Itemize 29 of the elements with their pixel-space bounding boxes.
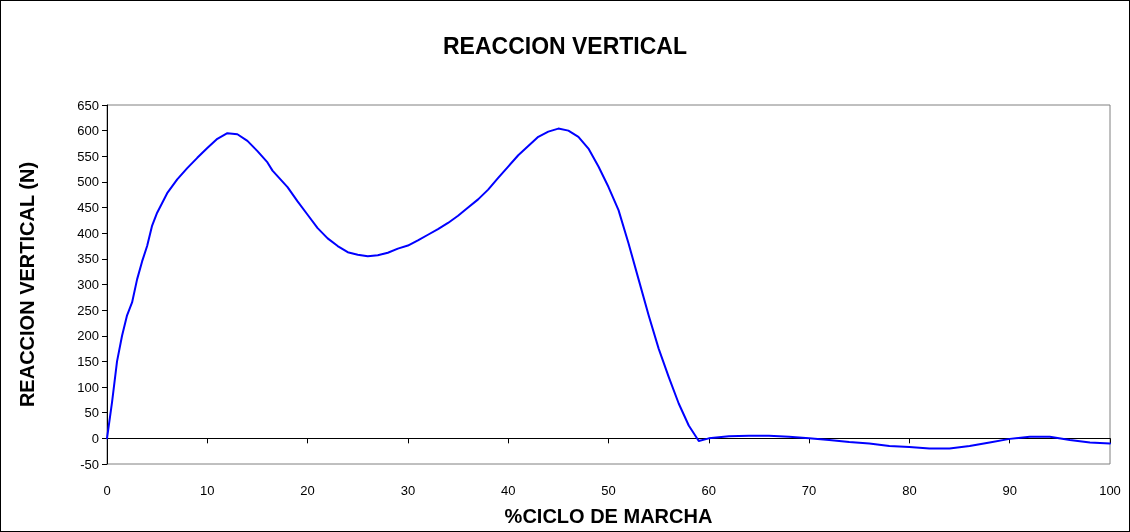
y-tick-label: 200 (77, 328, 99, 344)
y-tick-label: 150 (77, 353, 99, 369)
y-tick-label: 0 (91, 430, 99, 446)
y-tick-label: 600 (77, 123, 99, 139)
y-tick-label: 50 (84, 405, 99, 421)
x-tick-label: 0 (103, 483, 111, 498)
x-tick-label: 50 (601, 483, 616, 498)
x-tick-label: 60 (701, 483, 717, 498)
y-tick-label: 400 (77, 225, 99, 241)
x-tick-label: 100 (1099, 483, 1121, 498)
x-tick-label: 20 (300, 483, 315, 498)
y-tick-label: 350 (77, 251, 99, 267)
y-axis-title: REACCION VERTICAL (N) (16, 161, 38, 408)
y-tick-label: 500 (77, 174, 99, 190)
x-tick-label: 70 (801, 483, 817, 498)
y-tick-label: 550 (77, 148, 99, 164)
y-tick-label: 650 (77, 97, 99, 113)
x-tick-label: 10 (200, 483, 215, 498)
y-tick-label: 250 (77, 302, 99, 318)
y-tick-label: 450 (77, 200, 99, 216)
x-axis-title: %CICLO DE MARCHA (504, 505, 713, 527)
x-tick-label: 80 (902, 483, 917, 498)
y-tick-label: 300 (77, 277, 99, 292)
x-tick-label: 90 (1002, 483, 1017, 498)
y-tick-label: 100 (77, 379, 99, 395)
y-tick-label: -50 (80, 456, 99, 472)
x-tick-label: 30 (400, 483, 416, 498)
x-tick-label: 40 (500, 483, 516, 498)
chart-title: REACCION VERTICAL (442, 32, 688, 59)
